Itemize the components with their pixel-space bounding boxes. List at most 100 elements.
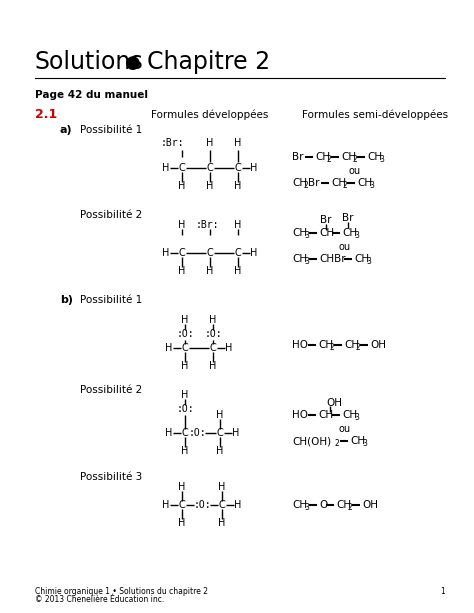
Text: ou: ou [339, 242, 351, 252]
Text: CH: CH [367, 152, 382, 162]
Text: Possibilité 3: Possibilité 3 [80, 472, 142, 482]
Text: H: H [225, 343, 233, 353]
Text: H: H [250, 163, 258, 173]
Text: 3: 3 [354, 232, 359, 240]
Text: H: H [206, 181, 214, 191]
Text: CHBr: CHBr [319, 254, 346, 264]
Text: H: H [219, 518, 226, 528]
Text: H: H [165, 343, 173, 353]
Text: CH: CH [331, 178, 346, 188]
Text: H: H [178, 181, 186, 191]
Text: Br: Br [292, 152, 303, 162]
Text: :Br:: :Br: [195, 220, 219, 230]
Text: CH: CH [318, 340, 333, 350]
Text: :O:: :O: [188, 428, 206, 438]
Text: OH: OH [362, 500, 378, 510]
Text: 2: 2 [304, 181, 309, 191]
Text: C: C [182, 428, 188, 438]
Text: 2: 2 [348, 503, 353, 512]
Text: H: H [234, 500, 242, 510]
Text: OH: OH [326, 398, 342, 408]
Text: C: C [210, 343, 216, 353]
Text: H: H [250, 248, 258, 258]
Text: 1: 1 [440, 587, 445, 596]
Text: Br: Br [320, 215, 332, 225]
Text: ou: ou [349, 166, 361, 176]
Text: Chapitre 2: Chapitre 2 [147, 50, 270, 74]
Text: H: H [165, 428, 173, 438]
Text: 3: 3 [304, 257, 309, 267]
Text: 2.1: 2.1 [35, 109, 57, 121]
Text: ou: ou [339, 424, 351, 434]
Text: :O:: :O: [176, 404, 194, 414]
Text: CH: CH [350, 436, 365, 446]
Text: H: H [162, 500, 170, 510]
Text: H: H [178, 266, 186, 276]
Text: CH: CH [342, 410, 357, 420]
Text: H: H [178, 482, 186, 492]
Text: CH: CH [292, 500, 307, 510]
Text: CH: CH [292, 254, 307, 264]
Text: ●: ● [125, 54, 141, 72]
Text: H: H [182, 315, 189, 325]
Text: :Br:: :Br: [160, 138, 184, 148]
Text: H: H [162, 163, 170, 173]
Text: H: H [162, 248, 170, 258]
Text: H: H [234, 220, 242, 230]
Text: C: C [179, 500, 185, 510]
Text: CH: CH [344, 340, 359, 350]
Text: CH: CH [315, 152, 330, 162]
Text: 3: 3 [354, 414, 359, 422]
Text: 3: 3 [304, 503, 309, 512]
Text: OH: OH [370, 340, 386, 350]
Text: Possibilité 1: Possibilité 1 [80, 125, 142, 135]
Text: Br: Br [308, 178, 319, 188]
Text: 2: 2 [335, 440, 340, 449]
Text: 2: 2 [330, 343, 335, 352]
Text: Chimie organique 1 • Solutions du chapitre 2: Chimie organique 1 • Solutions du chapit… [35, 587, 208, 596]
Text: H: H [182, 390, 189, 400]
Text: C: C [235, 248, 241, 258]
Text: CH: CH [292, 228, 307, 238]
Text: 3: 3 [366, 257, 371, 267]
Text: CH(OH): CH(OH) [292, 436, 331, 446]
Text: C: C [207, 248, 213, 258]
Text: 3: 3 [362, 440, 367, 449]
Text: C: C [182, 343, 188, 353]
Text: 3: 3 [369, 181, 374, 191]
Text: O: O [319, 500, 327, 510]
Text: 2: 2 [353, 156, 358, 164]
Text: Page 42 du manuel: Page 42 du manuel [35, 90, 148, 100]
Text: CH: CH [342, 228, 357, 238]
Text: H: H [178, 518, 186, 528]
Text: 3: 3 [304, 232, 309, 240]
Text: C: C [179, 163, 185, 173]
Text: b): b) [60, 295, 73, 305]
Text: H: H [210, 361, 217, 371]
Text: H: H [234, 266, 242, 276]
Text: H: H [216, 446, 224, 456]
Text: Possibilité 2: Possibilité 2 [80, 210, 142, 220]
Text: C: C [179, 248, 185, 258]
Text: C: C [235, 163, 241, 173]
Text: Br: Br [342, 213, 354, 223]
Text: H: H [206, 266, 214, 276]
Text: H: H [210, 315, 217, 325]
Text: 3: 3 [379, 156, 384, 164]
Text: HO: HO [292, 340, 308, 350]
Text: H: H [206, 138, 214, 148]
Text: CH: CH [341, 152, 356, 162]
Text: © 2013 Chenelière Éducation inc.: © 2013 Chenelière Éducation inc. [35, 595, 164, 604]
Text: :O:: :O: [204, 329, 222, 339]
Text: H: H [178, 220, 186, 230]
Text: HO: HO [292, 410, 308, 420]
Text: H: H [234, 138, 242, 148]
Text: 2: 2 [327, 156, 332, 164]
Text: 2: 2 [343, 181, 348, 191]
Text: CH: CH [357, 178, 372, 188]
Text: 2: 2 [356, 343, 361, 352]
Text: CH: CH [336, 500, 351, 510]
Text: H: H [234, 181, 242, 191]
Text: Formules semi-développées: Formules semi-développées [302, 110, 448, 120]
Text: H: H [182, 446, 189, 456]
